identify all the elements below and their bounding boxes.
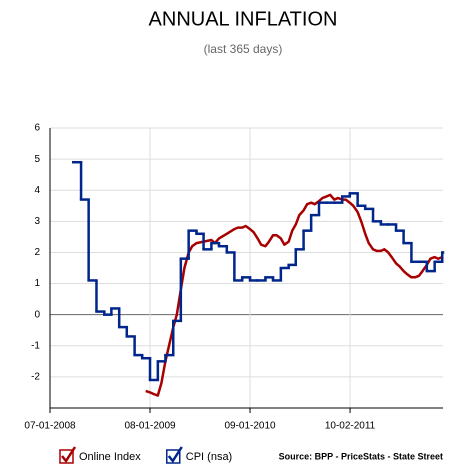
y-tick-label: -2: [31, 372, 40, 383]
series-line: [145, 193, 443, 397]
y-tick-label: 0: [34, 309, 40, 320]
y-tick-label: 3: [34, 216, 40, 227]
y-tick-label: 1: [34, 278, 40, 289]
chart-title: ANNUAL INFLATION: [149, 8, 338, 30]
y-tick-label: 5: [34, 154, 40, 165]
chart-subtitle: (last 365 days): [204, 42, 283, 56]
x-tick-label: 10-02-2011: [325, 421, 376, 432]
legend-check: [61, 446, 77, 464]
legend-label: CPI (nsa): [186, 451, 232, 463]
y-tick-label: 4: [34, 185, 40, 196]
x-tick-label: 07-01-2008: [24, 421, 76, 432]
legend-item[interactable]: Online Index: [59, 446, 141, 464]
legend-label: Online Index: [79, 451, 141, 463]
y-tick-label: 6: [34, 123, 40, 134]
x-tick-label: 08-01-2009: [124, 421, 176, 432]
legend-check: [167, 446, 183, 464]
source-note: Source: BPP - PriceStats - State Street: [279, 451, 443, 461]
legend-item[interactable]: CPI (nsa): [166, 446, 232, 464]
x-tick-label: 09-01-2010: [224, 421, 276, 432]
y-tick-label: -1: [31, 340, 40, 351]
y-tick-label: 2: [34, 247, 40, 258]
step-connector: [79, 162, 444, 380]
